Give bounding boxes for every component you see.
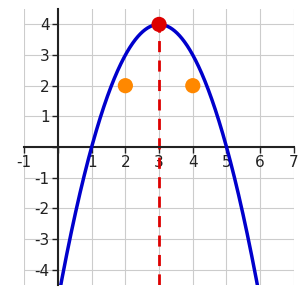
Point (123, 83, 128, 88)
Point (157, 22, 161, 27)
Point (190, 83, 195, 88)
